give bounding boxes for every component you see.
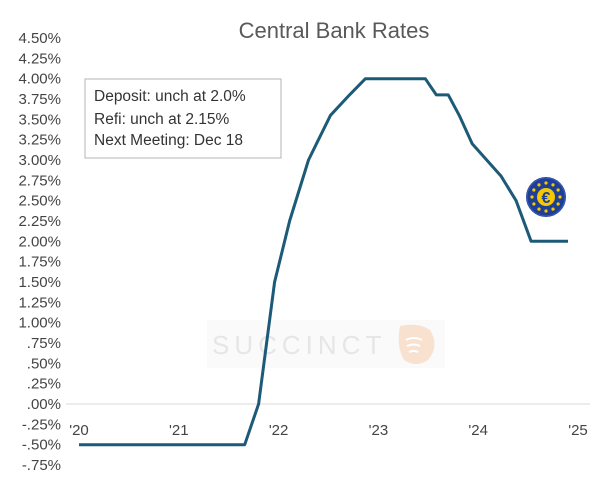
star-icon (544, 181, 548, 185)
y-tick-label: 3.25% (18, 132, 61, 149)
x-tick-label: '23 (369, 422, 389, 439)
star-icon (556, 188, 560, 192)
series-line (79, 77, 568, 447)
y-tick-label: 3.75% (18, 91, 61, 108)
x-tick-label: '25 (568, 422, 588, 439)
annotation-box: Deposit: unch at 2.0% Refi: unch at 2.15… (84, 78, 282, 159)
star-icon (532, 202, 536, 206)
star-icon (544, 209, 548, 213)
x-tick-label: '21 (169, 422, 189, 439)
star-icon (532, 188, 536, 192)
star-icon (530, 195, 534, 199)
y-tick-label: .25% (27, 376, 61, 393)
chart-title: Central Bank Rates (239, 18, 430, 43)
x-tick-label: '20 (69, 422, 89, 439)
y-tick-label: 1.00% (18, 315, 61, 332)
watermark: SUCCINCT (207, 320, 445, 368)
star-icon (551, 183, 555, 187)
y-tick-label: 1.75% (18, 254, 61, 271)
series-layer (79, 77, 568, 447)
annotation-line-next-meeting: Next Meeting: Dec 18 (94, 132, 243, 149)
x-tick-label: '22 (269, 422, 289, 439)
star-icon (537, 183, 541, 187)
y-tick-label: 3.00% (18, 152, 61, 169)
watermark-text: SUCCINCT (212, 330, 386, 360)
annotation-line-refi: Refi: unch at 2.15% (94, 111, 229, 128)
y-tick-label: -.25% (22, 416, 61, 433)
x-axis: '20 '21 '22 '23 '24 '25 (69, 422, 588, 439)
y-tick-label: .00% (27, 396, 61, 413)
y-tick-label: 4.00% (18, 71, 61, 88)
y-tick-label: 1.25% (18, 294, 61, 311)
watermark-logo-icon (398, 324, 435, 364)
star-icon (556, 202, 560, 206)
star-icon (558, 195, 562, 199)
star-icon (537, 207, 541, 211)
x-tick-label: '24 (468, 422, 488, 439)
y-axis: 4.50% 4.25% 4.00% 3.75% 3.50% 3.25% 3.00% 2.75%… (18, 30, 61, 474)
y-tick-label: 3.50% (18, 111, 61, 128)
euro-coin-icon: € (526, 177, 566, 217)
y-tick-label: 2.75% (18, 172, 61, 189)
y-tick-label: .75% (27, 335, 61, 352)
svg-text:€: € (542, 190, 551, 207)
y-tick-label: 2.50% (18, 193, 61, 210)
y-tick-label: .50% (27, 355, 61, 372)
y-tick-label: 2.25% (18, 213, 61, 230)
annotation-line-deposit: Deposit: unch at 2.0% (94, 88, 246, 105)
y-tick-label: -.50% (22, 437, 61, 454)
y-tick-label: 2.00% (18, 233, 61, 250)
y-tick-label: 1.50% (18, 274, 61, 291)
star-icon (551, 207, 555, 211)
y-tick-label: 4.25% (18, 50, 61, 67)
y-tick-label: -.75% (22, 457, 61, 474)
y-tick-label: 4.50% (18, 30, 61, 47)
